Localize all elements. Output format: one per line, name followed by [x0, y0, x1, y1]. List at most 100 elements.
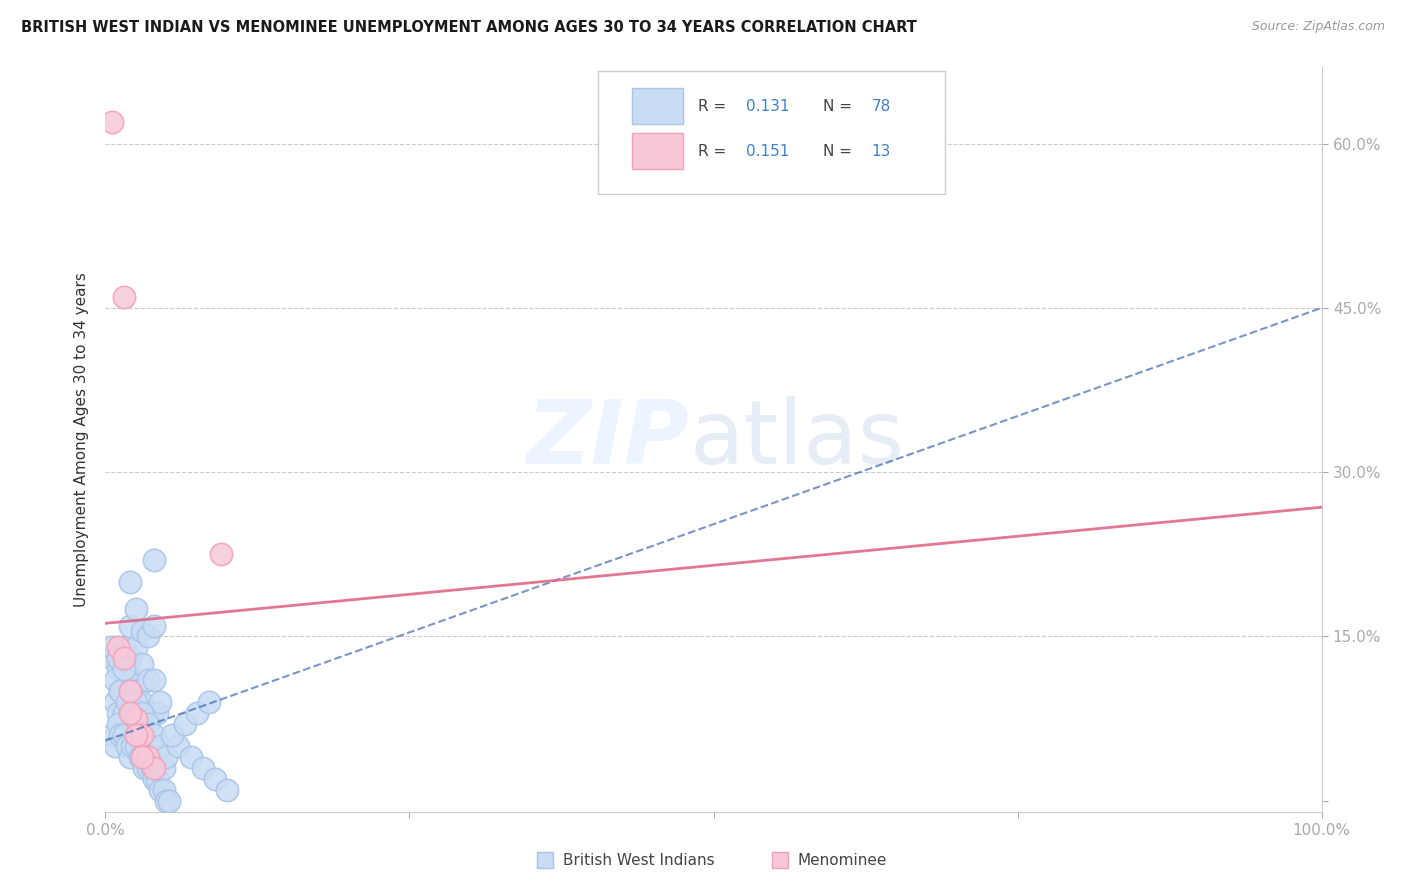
Point [131, 624, 153, 638]
Point [107, 662, 129, 676]
Point [118, 684, 141, 698]
Point [117, 662, 139, 676]
Point [136, 750, 159, 764]
Point [112, 651, 135, 665]
Point [125, 739, 148, 753]
Point [100, 651, 122, 665]
Text: ZIP: ZIP [526, 396, 689, 483]
Text: Source: ZipAtlas.com: Source: ZipAtlas.com [1251, 20, 1385, 33]
Point [107, 651, 129, 665]
Point [180, 750, 202, 764]
Text: Menominee: Menominee [797, 853, 887, 868]
Point [100, 640, 122, 655]
Point [149, 695, 172, 709]
Point [162, 728, 184, 742]
FancyBboxPatch shape [633, 133, 683, 169]
Point [100, 728, 122, 742]
Point [209, 547, 232, 561]
Point [107, 706, 129, 720]
Text: atlas: atlas [689, 396, 904, 483]
Text: R =: R = [697, 99, 731, 114]
Text: N =: N = [823, 144, 856, 159]
Point [125, 695, 148, 709]
Point [134, 717, 156, 731]
Point [131, 750, 153, 764]
Point [204, 772, 226, 786]
Point [112, 706, 135, 720]
Point [112, 290, 135, 304]
Point [112, 662, 135, 676]
Point [131, 657, 153, 671]
Point [108, 684, 131, 698]
Point [136, 630, 159, 644]
Text: R =: R = [697, 144, 731, 159]
Point [125, 602, 148, 616]
Point [131, 695, 153, 709]
Point [145, 706, 167, 720]
Point [217, 782, 239, 797]
FancyBboxPatch shape [633, 88, 683, 124]
Point [145, 750, 167, 764]
FancyBboxPatch shape [537, 852, 553, 868]
Point [118, 618, 141, 632]
Point [128, 717, 150, 731]
Point [117, 739, 139, 753]
Point [141, 739, 163, 753]
Text: 78: 78 [872, 99, 891, 114]
Point [186, 706, 208, 720]
Text: 0.131: 0.131 [747, 99, 790, 114]
Point [153, 782, 176, 797]
Point [118, 695, 141, 709]
Y-axis label: Unemployment Among Ages 30 to 34 years: Unemployment Among Ages 30 to 34 years [73, 272, 89, 607]
Point [153, 761, 176, 775]
Point [121, 706, 143, 720]
Point [118, 651, 141, 665]
Point [125, 640, 148, 655]
Point [143, 728, 166, 742]
Point [136, 761, 159, 775]
Point [149, 739, 172, 753]
Point [141, 761, 163, 775]
Point [128, 750, 150, 764]
FancyBboxPatch shape [598, 70, 945, 194]
Text: BRITISH WEST INDIAN VS MENOMINEE UNEMPLOYMENT AMONG AGES 30 TO 34 YEARS CORRELAT: BRITISH WEST INDIAN VS MENOMINEE UNEMPLO… [21, 20, 917, 35]
Point [134, 728, 156, 742]
Text: 0.151: 0.151 [747, 144, 790, 159]
Point [118, 684, 141, 698]
Point [136, 673, 159, 688]
Text: N =: N = [823, 99, 856, 114]
Point [145, 772, 167, 786]
Point [104, 695, 127, 709]
Point [118, 706, 141, 720]
Point [108, 684, 131, 698]
Point [128, 706, 150, 720]
Point [112, 640, 135, 655]
Point [100, 114, 122, 128]
Point [143, 618, 166, 632]
Point [112, 728, 135, 742]
Point [118, 574, 141, 589]
Point [143, 553, 166, 567]
Point [131, 706, 153, 720]
Point [157, 794, 180, 808]
Point [107, 640, 129, 655]
Point [131, 750, 153, 764]
Point [118, 750, 141, 764]
Point [143, 761, 166, 775]
Point [121, 739, 143, 753]
Point [143, 772, 166, 786]
Point [104, 739, 127, 753]
Text: British West Indians: British West Indians [562, 853, 714, 868]
Point [112, 684, 135, 698]
Point [173, 717, 195, 731]
Point [155, 794, 177, 808]
Point [108, 728, 131, 742]
Point [198, 695, 221, 709]
FancyBboxPatch shape [772, 852, 787, 868]
Point [141, 706, 163, 720]
Point [136, 717, 159, 731]
Point [134, 761, 156, 775]
Point [125, 728, 148, 742]
Point [191, 761, 214, 775]
Point [125, 712, 148, 726]
